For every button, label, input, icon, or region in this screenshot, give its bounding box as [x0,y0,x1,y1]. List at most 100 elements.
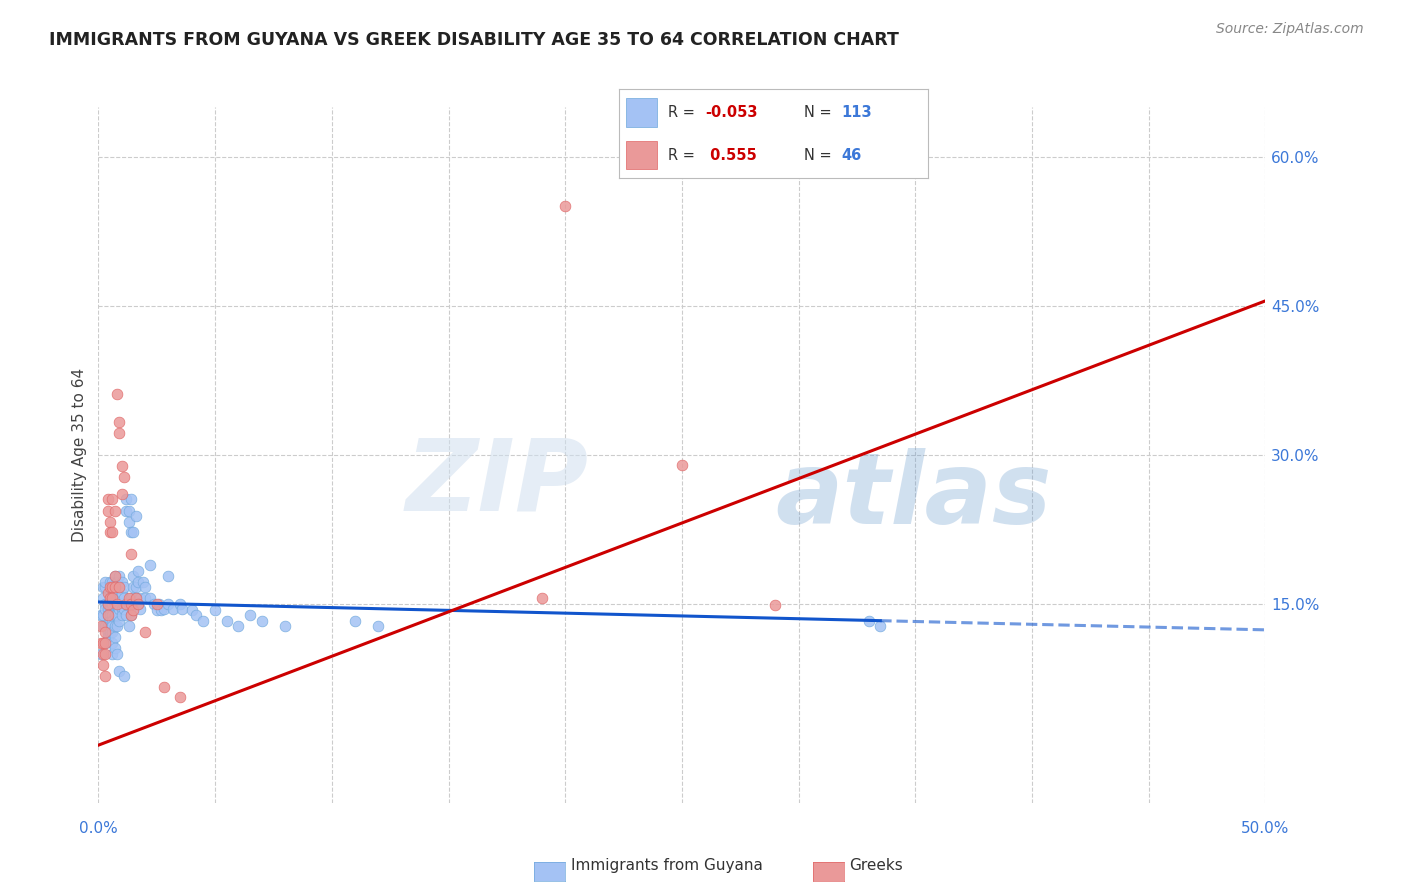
Point [94,624,117,639]
Point [120,597,142,611]
Point [108,415,131,429]
Bar [626,98,657,127]
Point [118,597,141,611]
Point [111,586,134,600]
Point [118,503,141,517]
Text: Source: ZipAtlas.com: Source: ZipAtlas.com [1216,22,1364,37]
Point [98,602,121,616]
Point [193,614,215,628]
Point [122,603,145,617]
Point [105,575,128,590]
Text: R =: R = [668,105,700,120]
Point [104,569,127,583]
Point [111,602,134,616]
Point [180,603,202,617]
Point [169,690,191,705]
Point [530,591,553,605]
Point [204,603,226,617]
Point [108,614,131,628]
Point [118,515,141,529]
Point [90,647,112,661]
Point [98,575,121,590]
Point [134,580,156,594]
Point [112,580,135,594]
Point [111,486,134,500]
Point [105,597,128,611]
Text: 50.0%: 50.0% [1241,821,1289,836]
Point [104,640,127,655]
Point [120,547,142,561]
Text: Greeks: Greeks [849,858,903,872]
Point [127,564,149,578]
Point [250,614,273,628]
Point [101,619,124,633]
Point [101,491,124,506]
Point [97,607,120,622]
Point [186,607,208,622]
Point [169,597,191,611]
Point [90,636,112,650]
Text: 0.555: 0.555 [706,148,756,162]
Point [115,503,138,517]
Point [101,591,124,605]
Point [115,607,138,622]
Point [127,575,149,590]
Point [94,602,117,616]
Point [122,569,145,583]
Point [97,491,120,506]
Point [105,597,128,611]
Point [146,597,169,611]
Point [98,614,121,628]
Point [101,607,124,622]
Point [101,525,124,540]
Text: N =: N = [804,148,837,162]
Point [104,580,127,594]
Point [90,607,112,622]
Text: IMMIGRANTS FROM GUYANA VS GREEK DISABILITY AGE 35 TO 64 CORRELATION CHART: IMMIGRANTS FROM GUYANA VS GREEK DISABILI… [49,31,898,49]
Text: 0.0%: 0.0% [79,821,118,836]
Point [172,602,194,616]
Point [129,591,152,605]
Point [104,569,127,583]
Point [139,558,162,573]
Point [858,614,880,628]
Point [101,586,124,600]
Point [120,607,142,622]
Point [94,619,117,633]
Point [94,580,117,594]
Text: atlas: atlas [775,448,1052,545]
Point [134,624,156,639]
Point [101,614,124,628]
Point [97,597,120,611]
Point [91,657,114,672]
Point [94,575,117,590]
Point [215,614,238,628]
Point [139,591,162,605]
Point [115,597,138,611]
Point [101,575,124,590]
Point [101,647,124,661]
Point [118,619,141,633]
Point [90,619,112,633]
Point [127,597,149,611]
Bar [626,141,657,169]
Point [554,199,576,213]
Point [94,597,117,611]
Point [118,591,141,605]
Point [104,630,127,644]
Point [91,619,114,633]
Point [94,636,117,650]
Text: R =: R = [668,148,700,162]
Point [120,591,142,605]
Point [125,508,148,523]
Point [367,619,389,633]
Point [94,668,117,682]
Point [97,619,120,633]
Point [111,607,134,622]
Point [122,597,145,611]
Point [150,603,173,617]
Point [239,607,262,622]
Point [98,580,121,594]
Point [146,603,169,617]
Point [98,515,121,529]
